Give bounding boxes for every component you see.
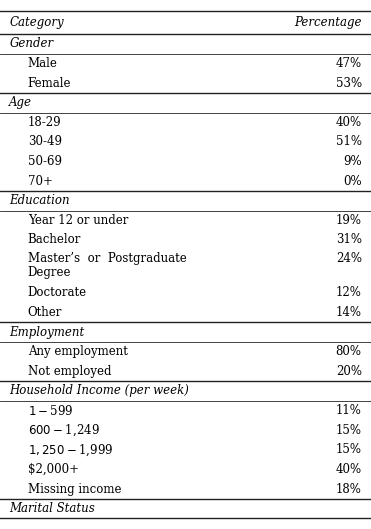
- Text: Missing income: Missing income: [28, 482, 121, 496]
- Text: Female: Female: [28, 77, 71, 89]
- Text: 47%: 47%: [336, 57, 362, 70]
- Text: 40%: 40%: [336, 463, 362, 476]
- Text: $1,250 - $1,999: $1,250 - $1,999: [28, 442, 113, 458]
- Text: 12%: 12%: [336, 286, 362, 299]
- Text: Male: Male: [28, 57, 58, 70]
- Text: Category: Category: [9, 16, 64, 29]
- Text: 18-29: 18-29: [28, 116, 62, 129]
- Text: Master’s  or  Postgraduate: Master’s or Postgraduate: [28, 252, 187, 266]
- Text: Any employment: Any employment: [28, 345, 128, 358]
- Text: 20%: 20%: [336, 365, 362, 378]
- Text: 40%: 40%: [336, 116, 362, 129]
- Text: 18%: 18%: [336, 482, 362, 496]
- Text: Household Income (per week): Household Income (per week): [9, 385, 189, 397]
- Text: Bachelor: Bachelor: [28, 233, 81, 247]
- Text: Gender: Gender: [9, 38, 53, 50]
- Text: $2,000+: $2,000+: [28, 463, 79, 476]
- Text: 19%: 19%: [336, 214, 362, 227]
- Text: 51%: 51%: [336, 135, 362, 149]
- Text: 53%: 53%: [336, 77, 362, 89]
- Text: Other: Other: [28, 306, 62, 319]
- Text: 14%: 14%: [336, 306, 362, 319]
- Text: 15%: 15%: [336, 424, 362, 436]
- Text: Marital Status: Marital Status: [9, 502, 95, 515]
- Text: 80%: 80%: [336, 345, 362, 358]
- Text: Degree: Degree: [28, 266, 71, 279]
- Text: Education: Education: [9, 194, 70, 207]
- Text: 11%: 11%: [336, 404, 362, 417]
- Text: 0%: 0%: [343, 175, 362, 188]
- Text: Age: Age: [9, 96, 32, 109]
- Text: $600 - $1,249: $600 - $1,249: [28, 423, 99, 438]
- Text: Percentage: Percentage: [294, 16, 362, 29]
- Text: 31%: 31%: [336, 233, 362, 247]
- Text: Not employed: Not employed: [28, 365, 111, 378]
- Text: 24%: 24%: [336, 252, 362, 266]
- Text: Year 12 or under: Year 12 or under: [28, 214, 128, 227]
- Text: Employment: Employment: [9, 326, 85, 339]
- Text: Doctorate: Doctorate: [28, 286, 87, 299]
- Text: 9%: 9%: [343, 155, 362, 168]
- Text: 15%: 15%: [336, 443, 362, 457]
- Text: 50-69: 50-69: [28, 155, 62, 168]
- Text: $1 - $599: $1 - $599: [28, 404, 73, 417]
- Text: 30-49: 30-49: [28, 135, 62, 149]
- Text: 70+: 70+: [28, 175, 53, 188]
